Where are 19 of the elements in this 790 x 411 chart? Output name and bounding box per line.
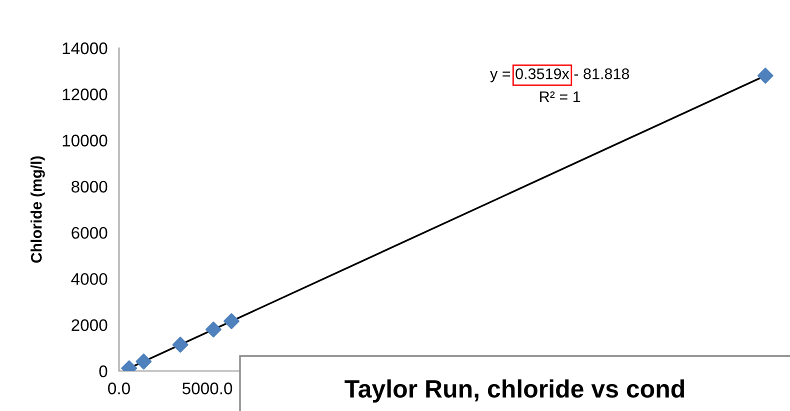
- text: Taylor Run, chloride vs cond: [344, 379, 684, 403]
- annotation: R² = 1: [540, 91, 580, 102]
- point: [136, 354, 152, 370]
- y-tick-label: 8000: [72, 180, 108, 193]
- x-tick-label: 5000.0: [182, 382, 232, 394]
- y-tick-label: 14000: [62, 42, 108, 54]
- y-tick-label: 2000: [72, 319, 108, 332]
- y-tick-label: 12000: [62, 88, 108, 100]
- y-tick-label: 4000: [71, 273, 108, 285]
- y-tick-label: 10000: [62, 134, 108, 146]
- point: [757, 68, 774, 84]
- annotation: y = 0.3519x - 81.818: [490, 68, 630, 82]
- y-tick-label: 0: [99, 365, 108, 378]
- y-tick-label: 6000: [72, 226, 108, 239]
- point: [224, 313, 240, 330]
- y-axis-title: Chloride (mg/l): [30, 156, 45, 263]
- point: [172, 336, 188, 353]
- point: [205, 321, 222, 338]
- x-tick-label: 0.0: [108, 382, 130, 394]
